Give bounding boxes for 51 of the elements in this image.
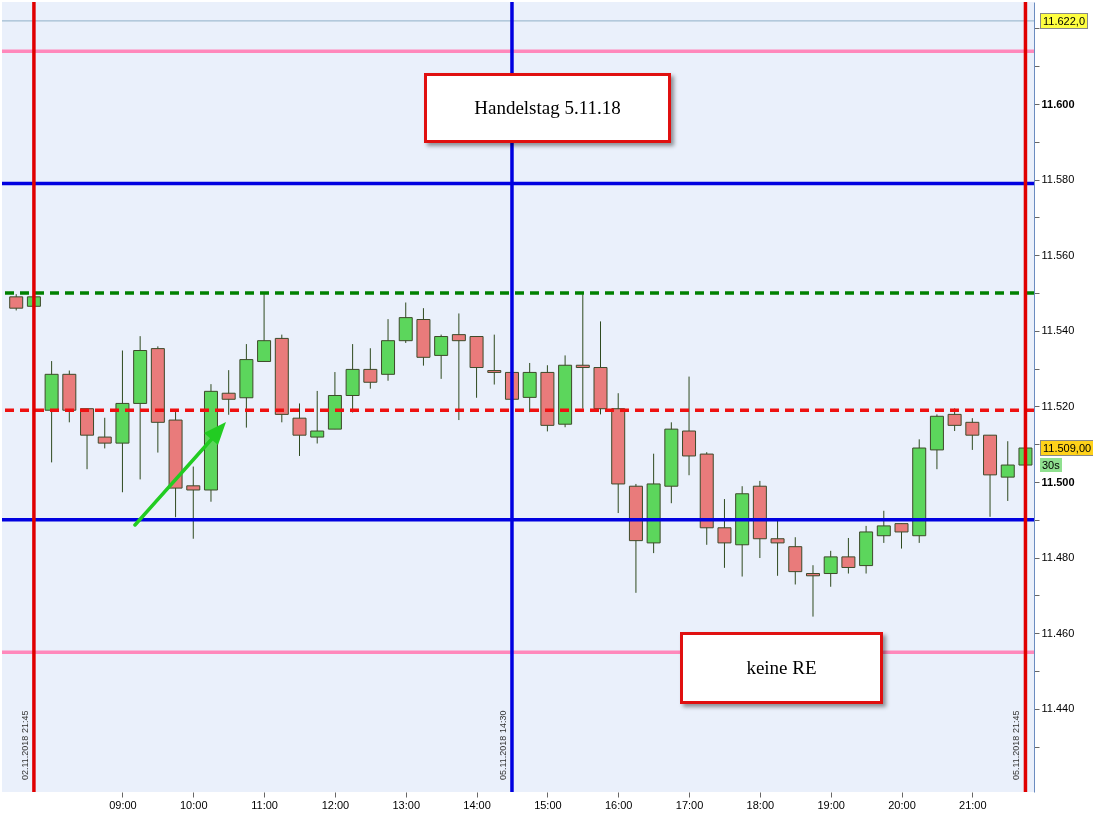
- x-tick-label: 20:00: [888, 798, 916, 811]
- annotation: 05.11.2018 21:45: [1011, 710, 1022, 780]
- candlestick: [363, 347, 378, 390]
- annotation: 02.11.2018 21:45: [19, 710, 30, 780]
- candlestick: [97, 417, 112, 449]
- candlestick: [823, 550, 838, 588]
- candlestick: [1000, 440, 1015, 502]
- candlestick: [770, 520, 785, 577]
- candlestick: [221, 369, 236, 416]
- candlestick: [292, 402, 307, 457]
- y-tick-label: 11.580: [1041, 173, 1075, 186]
- y-tick-label: 11.440: [1041, 702, 1075, 715]
- candlestick: [257, 293, 272, 362]
- x-tick-label: 18:00: [746, 798, 775, 811]
- candlestick: [451, 312, 466, 421]
- y-tick-label: 11.600: [1041, 97, 1075, 110]
- x-tick-label: 14:00: [463, 798, 491, 811]
- x-tick-label: 12:00: [321, 798, 350, 811]
- candlestick: [805, 564, 820, 618]
- x-tick-label: 09:00: [109, 798, 137, 811]
- candlestick: [965, 417, 980, 451]
- candlestick: [717, 498, 732, 569]
- x-tick-label: 21:00: [959, 798, 987, 811]
- x-tick-label: 11:00: [251, 798, 278, 811]
- candlestick: [487, 334, 502, 386]
- y-tick-label: 11.520: [1041, 399, 1075, 412]
- text: 30s: [1040, 458, 1062, 473]
- text-box: Handelstag 5.11.18: [424, 73, 671, 143]
- candlestick: [398, 302, 413, 344]
- x-tick-label: 16:00: [604, 798, 633, 811]
- y-tick-label: 11.500: [1041, 475, 1075, 488]
- x-tick-label: 13:00: [392, 798, 421, 811]
- candlestick: [841, 537, 856, 575]
- x-tick-label: 19:00: [817, 798, 845, 811]
- candlestick: [876, 510, 891, 544]
- x-tick-label: 15:00: [534, 798, 562, 811]
- text-box: keine RE: [680, 632, 883, 704]
- annotation: 05.11.2018 14:30: [497, 710, 508, 780]
- x-tick-label: 10:00: [180, 798, 208, 811]
- x-tick-label: 17:00: [675, 798, 704, 811]
- candlestick: [575, 293, 590, 410]
- candlestick: [310, 390, 325, 444]
- text: 11.509,00: [1040, 440, 1093, 457]
- candlestick: [434, 334, 449, 380]
- candlestick: [186, 466, 201, 540]
- y-tick-label: 11.460: [1041, 626, 1075, 639]
- ref-line-label: 11.622,0: [1040, 12, 1089, 29]
- y-tick-label: 11.480: [1041, 551, 1075, 564]
- candlestick: [894, 523, 909, 550]
- y-tick-label: 11.560: [1041, 248, 1075, 261]
- y-tick-label: 11.540: [1041, 324, 1075, 337]
